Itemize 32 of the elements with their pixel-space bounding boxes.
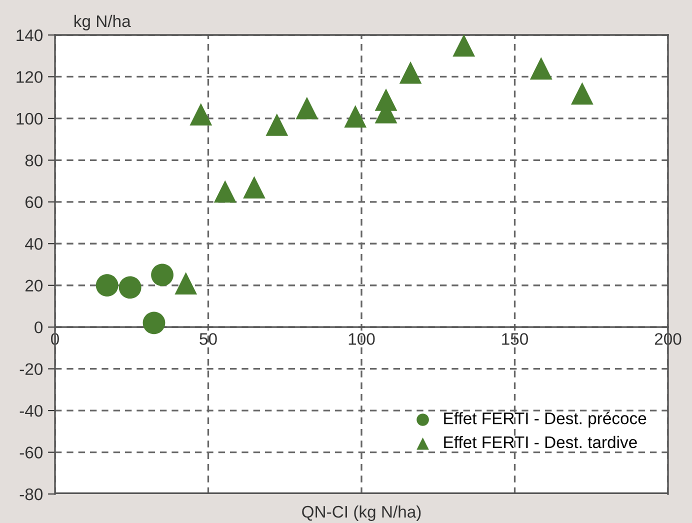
legend-label: Effet FERTI - Dest. tardive [444, 436, 637, 448]
point [296, 96, 318, 120]
x-axis-title: QN-CI (kg N/ha) [302, 505, 421, 522]
point [151, 264, 174, 286]
point [190, 103, 212, 126]
y-tick-label: 100 [16, 112, 43, 125]
y-tick-label: 140 [16, 29, 43, 42]
point [243, 176, 266, 198]
point [118, 276, 142, 299]
y-tick-label: -80 [20, 488, 43, 500]
y-tick-label: -60 [20, 446, 43, 458]
y-tick-label: 80 [25, 154, 43, 166]
y-tick-label: -40 [20, 404, 43, 417]
point [214, 180, 236, 203]
point [452, 34, 476, 57]
point [142, 312, 166, 334]
y-axis-title: kg N/ha [74, 14, 131, 30]
point [96, 274, 118, 297]
legend-label: Effet FERTI - Dest. précoce [444, 412, 646, 428]
point [266, 114, 288, 136]
point [530, 57, 552, 80]
point [174, 272, 198, 294]
y-tick-label: 40 [25, 238, 43, 250]
point [374, 88, 398, 111]
point [570, 82, 594, 105]
y-tick-label: -20 [20, 363, 43, 376]
y-tick-label: 120 [16, 71, 43, 83]
point [399, 61, 422, 84]
y-tick-label: 0 [34, 321, 43, 334]
y-tick-label: 20 [25, 280, 43, 292]
y-tick-label: 60 [26, 196, 43, 208]
point [344, 105, 367, 128]
